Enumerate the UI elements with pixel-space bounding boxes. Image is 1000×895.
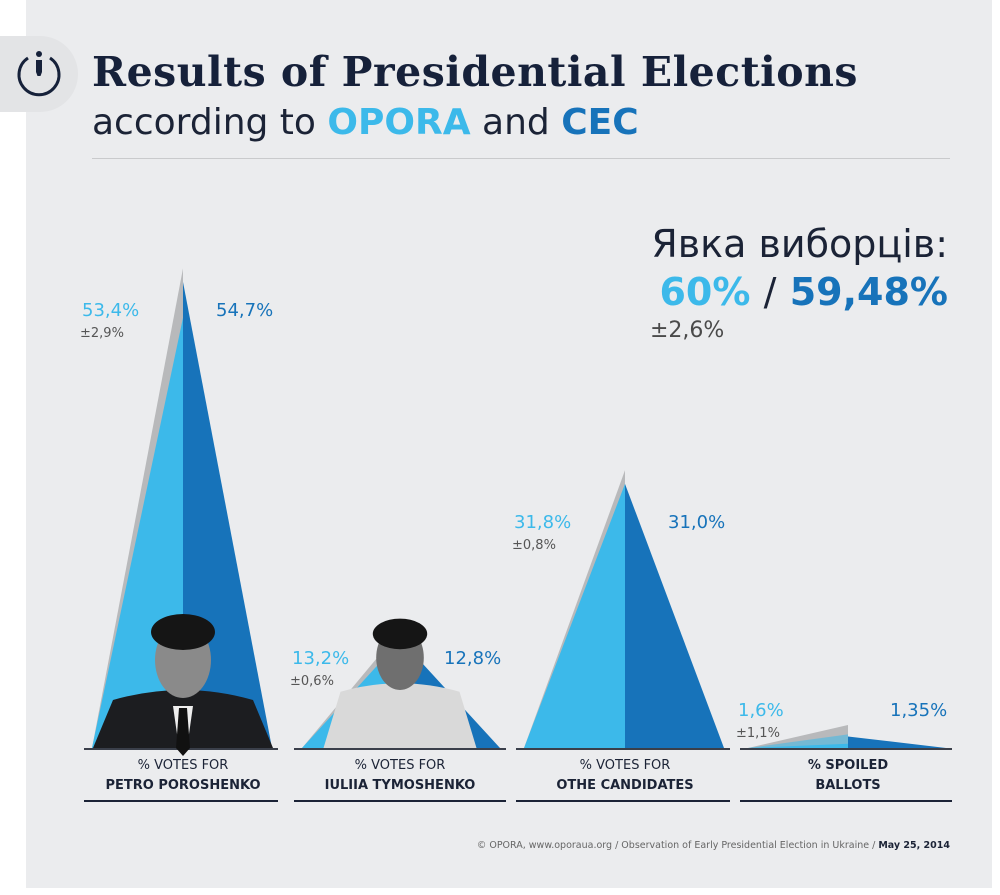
turnout-error: ±2,6% (650, 318, 725, 343)
subtitle-cec: CEC (561, 102, 639, 143)
category-line1: % SPOILED (807, 758, 889, 773)
category-label: % VOTES FOR PETRO POROSHENKO (83, 756, 283, 796)
cec-value-label: 12,8% (444, 648, 502, 669)
page-subtitle: according to OPORA and CEC (92, 102, 639, 143)
turnout-values: 60% / 59,48% (659, 270, 948, 314)
category-line2: IULIIA TYMOSHENKO (324, 778, 476, 793)
category-underline (740, 800, 952, 802)
category-line1: % VOTES FOR (137, 758, 229, 773)
page-title: Results of Presidential Elections (92, 48, 858, 96)
candidate-photo (93, 614, 273, 756)
subtitle-opora: OPORA (327, 102, 471, 143)
logo (0, 36, 78, 112)
footer-source: © OPORA, www.oporaua.org / Observation o… (476, 840, 879, 851)
category-line2: PETRO POROSHENKO (105, 778, 261, 793)
footer-date: May 25, 2014 (878, 840, 950, 851)
category-underline (84, 800, 278, 802)
cec-bar (848, 736, 946, 748)
category-label: % SPOILED BALLOTS (748, 756, 948, 796)
cec-bar (625, 483, 724, 748)
error-label: ±2,9% (80, 326, 124, 341)
category-line2: OTHE CANDIDATES (556, 778, 694, 793)
cec-value-label: 54,7% (216, 300, 274, 321)
opora-value-label: 53,4% (82, 300, 140, 321)
opora-power-person-icon (17, 51, 61, 97)
turnout-opora: 60% (659, 270, 751, 314)
subtitle-and: and (482, 102, 550, 143)
category-line1: % VOTES FOR (354, 758, 446, 773)
opora-value-label: 31,8% (514, 512, 572, 533)
turnout-label: Явка виборців: (651, 222, 948, 266)
cec-value-label: 31,0% (668, 512, 726, 533)
error-label: ±1,1% (736, 726, 780, 741)
cec-value-label: 1,35% (890, 700, 948, 721)
turnout-cec: 59,48% (789, 270, 948, 314)
error-label: ±0,6% (290, 674, 334, 689)
category-label: % VOTES FOR OTHE CANDIDATES (525, 756, 725, 796)
opora-bar (524, 483, 625, 748)
opora-value-mark (748, 734, 848, 748)
turnout-separator: / (763, 270, 777, 314)
category-underline (516, 800, 730, 802)
category-label: % VOTES FOR IULIIA TYMOSHENKO (300, 756, 500, 796)
footer: © OPORA, www.oporaua.org / Observation o… (477, 840, 950, 851)
category-underline (294, 800, 506, 802)
opora-value-label: 1,6% (738, 700, 784, 721)
opora-value-label: 13,2% (292, 648, 350, 669)
category-line2: BALLOTS (815, 778, 881, 793)
subtitle-prefix: according to (92, 102, 316, 143)
candidate-photo (323, 618, 477, 748)
category-line1: % VOTES FOR (579, 758, 671, 773)
error-label: ±0,8% (512, 538, 556, 553)
divider (92, 158, 950, 159)
